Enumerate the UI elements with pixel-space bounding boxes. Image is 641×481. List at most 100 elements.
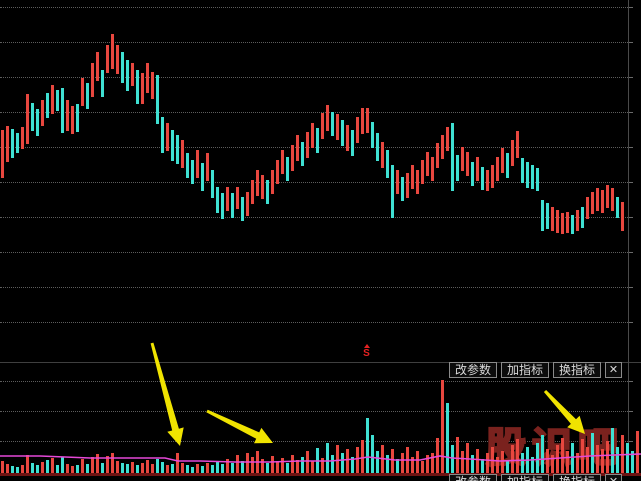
candle bbox=[601, 190, 604, 213]
candle bbox=[551, 207, 554, 231]
volume-bar bbox=[131, 462, 134, 473]
candle bbox=[456, 155, 459, 181]
candle bbox=[341, 120, 344, 146]
candle bbox=[81, 78, 84, 106]
candle bbox=[576, 210, 579, 231]
close-indicator-button[interactable]: ✕ bbox=[605, 362, 622, 378]
volume-bar bbox=[36, 465, 39, 473]
volume-bar bbox=[416, 451, 419, 473]
grid-line bbox=[0, 42, 628, 43]
candle bbox=[536, 168, 539, 191]
candle bbox=[366, 108, 369, 133]
candle bbox=[286, 157, 289, 181]
candle bbox=[126, 60, 129, 91]
candle bbox=[276, 160, 279, 184]
axis-tick bbox=[628, 182, 633, 183]
grid-line bbox=[0, 112, 628, 113]
candle bbox=[511, 140, 514, 166]
volume-bar bbox=[411, 457, 414, 473]
bottom-change-params-button[interactable]: 改参数 bbox=[448, 474, 497, 481]
candle bbox=[396, 170, 399, 194]
bottom-add-indicator-button[interactable]: 加指标 bbox=[500, 474, 549, 481]
volume-bar bbox=[296, 460, 299, 473]
volume-bar bbox=[631, 451, 634, 473]
candle bbox=[226, 187, 229, 211]
volume-bar bbox=[86, 464, 89, 473]
volume-bar bbox=[351, 457, 354, 473]
volume-bar bbox=[406, 447, 409, 473]
candle bbox=[296, 135, 299, 161]
candle bbox=[211, 170, 214, 198]
volume-bar bbox=[281, 458, 284, 473]
candle bbox=[96, 52, 99, 81]
candle bbox=[461, 147, 464, 171]
candle bbox=[136, 70, 139, 104]
volume-bar bbox=[226, 459, 229, 473]
volume-bar bbox=[261, 459, 264, 473]
volume-bar bbox=[571, 443, 574, 473]
volume-bar bbox=[256, 451, 259, 473]
volume-bar bbox=[186, 465, 189, 473]
volume-bar bbox=[371, 435, 374, 473]
volume-bar bbox=[566, 451, 569, 473]
volume-bar bbox=[346, 449, 349, 473]
candle bbox=[41, 100, 44, 126]
grid-line bbox=[0, 322, 628, 323]
candle bbox=[361, 108, 364, 134]
volume-bar bbox=[451, 445, 454, 473]
candle bbox=[106, 45, 109, 73]
candle bbox=[556, 210, 559, 233]
volume-bar bbox=[166, 465, 169, 473]
volume-bar bbox=[221, 464, 224, 473]
bottom-switch-indicator-button[interactable]: 换指标 bbox=[552, 474, 601, 481]
candle bbox=[311, 123, 314, 148]
grid-line bbox=[0, 77, 628, 78]
volume-bar bbox=[361, 440, 364, 473]
candle bbox=[516, 131, 519, 158]
candle bbox=[441, 135, 444, 159]
volume-bar bbox=[6, 464, 9, 473]
volume-baseline bbox=[0, 473, 641, 476]
candle bbox=[571, 215, 574, 234]
candle bbox=[316, 128, 319, 153]
candle bbox=[231, 193, 234, 218]
candle bbox=[466, 152, 469, 176]
volume-bar bbox=[516, 439, 519, 473]
grid-line bbox=[0, 287, 628, 288]
volume-bar bbox=[211, 465, 214, 473]
candle bbox=[181, 140, 184, 168]
grid-line bbox=[0, 217, 628, 218]
candle bbox=[371, 122, 374, 148]
candle bbox=[66, 100, 69, 131]
change-params-button[interactable]: 改参数 bbox=[448, 362, 497, 378]
candle bbox=[21, 127, 24, 149]
grid-line bbox=[0, 147, 628, 148]
volume-bar bbox=[31, 463, 34, 473]
candle bbox=[51, 85, 54, 114]
annotation-arrow-icon bbox=[206, 409, 273, 444]
candle bbox=[301, 142, 304, 166]
volume-bar bbox=[21, 465, 24, 473]
axis-tick bbox=[628, 7, 633, 8]
volume-bar bbox=[391, 449, 394, 473]
candle bbox=[186, 153, 189, 178]
volume-bar bbox=[331, 455, 334, 473]
candle bbox=[356, 117, 359, 143]
add-indicator-button[interactable]: 加指标 bbox=[500, 362, 549, 378]
volume-bar bbox=[616, 447, 619, 473]
volume-bar bbox=[271, 456, 274, 473]
volume-bar bbox=[456, 437, 459, 473]
volume-bar bbox=[336, 445, 339, 473]
axis-tick bbox=[628, 112, 633, 113]
volume-bar bbox=[376, 451, 379, 473]
switch-indicator-button[interactable]: 换指标 bbox=[552, 362, 601, 378]
candle bbox=[336, 114, 339, 140]
volume-bar bbox=[71, 466, 74, 473]
volume-bar bbox=[251, 457, 254, 473]
candle bbox=[1, 130, 4, 178]
candle bbox=[421, 160, 424, 184]
bottom-close-indicator-button[interactable]: ✕ bbox=[605, 474, 622, 481]
candle bbox=[446, 127, 449, 151]
volume-bar bbox=[581, 439, 584, 473]
